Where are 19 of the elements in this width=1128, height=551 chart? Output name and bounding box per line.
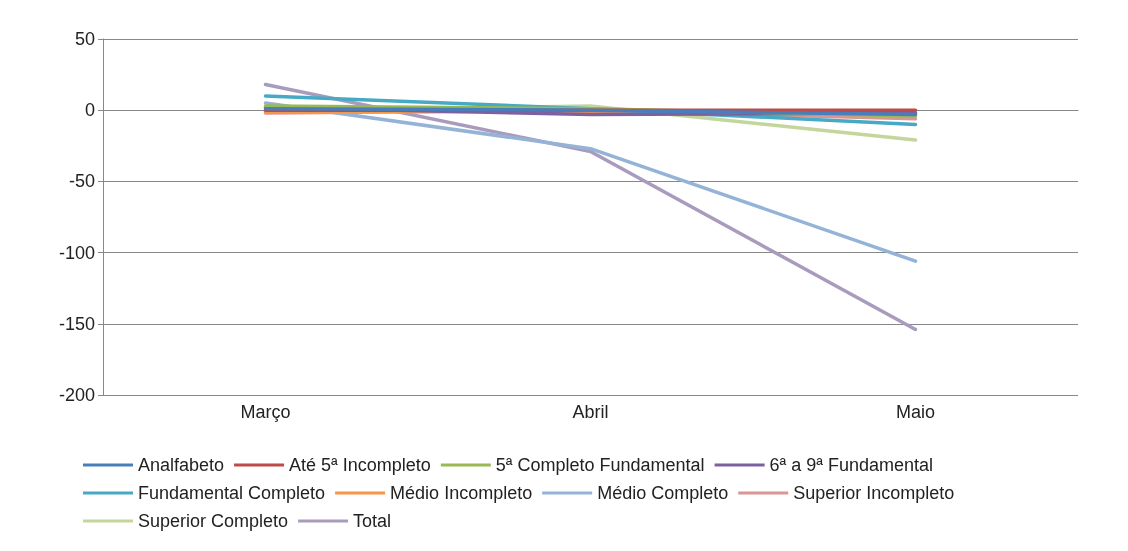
y-tick-label: -150 (58, 313, 95, 334)
legend-label: 5ª Completo Fundamental (495, 455, 705, 475)
legend-label: Superior Completo (138, 511, 289, 531)
y-tick-label: -50 (68, 171, 95, 192)
y-tick-label: -100 (58, 242, 95, 263)
x-tick-label: Abril (572, 402, 609, 422)
legend-label: Total (353, 511, 392, 531)
legend-label: Analfabeto (138, 455, 225, 475)
y-tick-label: -200 (58, 385, 95, 405)
x-tick-label: Maio (895, 402, 936, 422)
legend-label: Até 5ª Incompleto (289, 455, 431, 475)
legend-label: Superior Incompleto (793, 483, 955, 503)
x-tick-label: Março (240, 402, 291, 422)
legend-label: Fundamental Completo (138, 483, 326, 503)
y-tick-label: 0 (84, 100, 95, 121)
legend-label: Médio Incompleto (390, 483, 533, 503)
y-tick-label: 50 (74, 29, 95, 49)
legend-label: Médio Completo (597, 483, 729, 503)
legend-label: 6ª a 9ª Fundamental (769, 455, 934, 475)
